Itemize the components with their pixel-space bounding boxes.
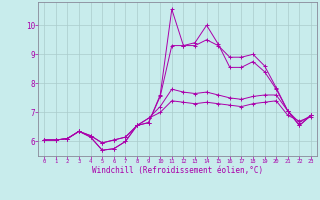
X-axis label: Windchill (Refroidissement éolien,°C): Windchill (Refroidissement éolien,°C) <box>92 166 263 175</box>
